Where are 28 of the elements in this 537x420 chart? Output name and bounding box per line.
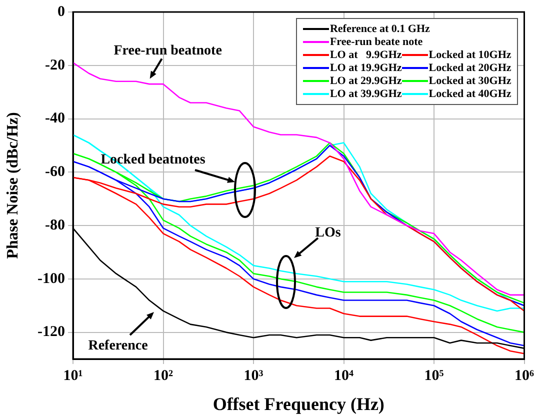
annotation: Reference <box>88 338 148 354</box>
legend-label: LO at 29.9GHz <box>330 75 402 87</box>
annotation: Free-run beatnote <box>114 43 222 58</box>
legend-label: Locked at 20GHz <box>428 62 512 74</box>
legend-label: LO at 9.9GHz <box>330 49 402 61</box>
legend-label: Locked at 10GHz <box>428 49 512 61</box>
legend-label: LO at 19.9GHz <box>330 62 402 74</box>
y-axis-title: Phase Noise (dBc/Hz) <box>4 112 22 259</box>
y-tick-label: -120 <box>38 324 65 340</box>
annotation: LOs <box>315 226 342 241</box>
y-tick-label: 0 <box>58 4 65 20</box>
y-tick-label: -60 <box>45 164 65 180</box>
x-tick-label: 10⁶ <box>514 368 534 384</box>
y-tick-label: -100 <box>38 270 65 287</box>
x-tick-label: 10⁴ <box>334 368 354 384</box>
legend-label: LO at 39.9GHz <box>330 88 402 100</box>
legend-label: Free-run beate note <box>330 36 423 48</box>
legend-label: Locked at 30GHz <box>428 75 512 87</box>
x-tick-label: 10³ <box>244 368 264 384</box>
legend-label: Reference at 0.1 GHz <box>330 23 430 35</box>
x-tick-label: 10¹ <box>63 368 83 384</box>
y-tick-label: -80 <box>45 217 65 234</box>
x-axis-title: Offset Frequency (Hz) <box>212 394 384 414</box>
y-tick-label: -40 <box>45 110 65 127</box>
y-tick-label: -20 <box>45 57 65 74</box>
x-tick-label: 10² <box>154 368 174 384</box>
legend-label: Locked at 40GHz <box>428 88 512 100</box>
x-tick-label: 10⁵ <box>424 368 444 384</box>
